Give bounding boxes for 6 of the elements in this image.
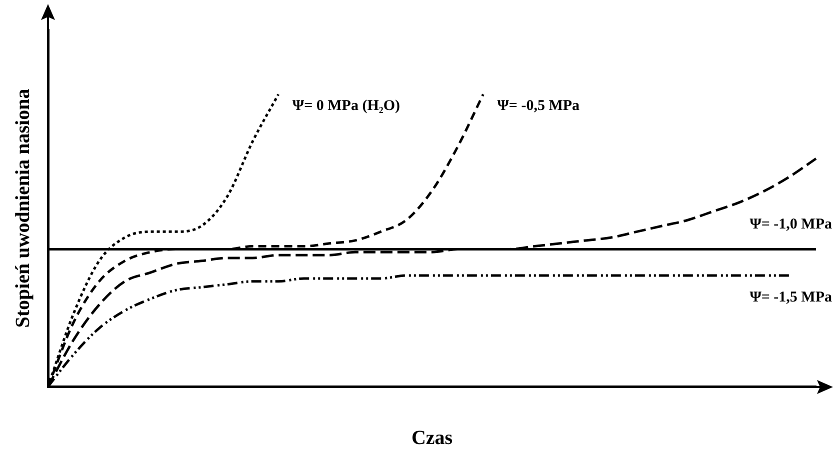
x-axis-title: Czas [411, 427, 453, 450]
series-label: Ψ= 0 MPa (H₂O) [292, 98, 400, 114]
y-axis-title: Stopień uwodnienia nasiona [12, 88, 34, 328]
series-label: Ψ= -1,0 MPa [750, 216, 832, 232]
series-label: Ψ= -0,5 MPa [497, 98, 580, 114]
series-label: Ψ= -1,5 MPa [750, 289, 832, 306]
